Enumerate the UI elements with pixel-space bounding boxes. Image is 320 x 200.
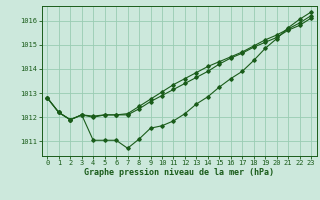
X-axis label: Graphe pression niveau de la mer (hPa): Graphe pression niveau de la mer (hPa): [84, 168, 274, 177]
